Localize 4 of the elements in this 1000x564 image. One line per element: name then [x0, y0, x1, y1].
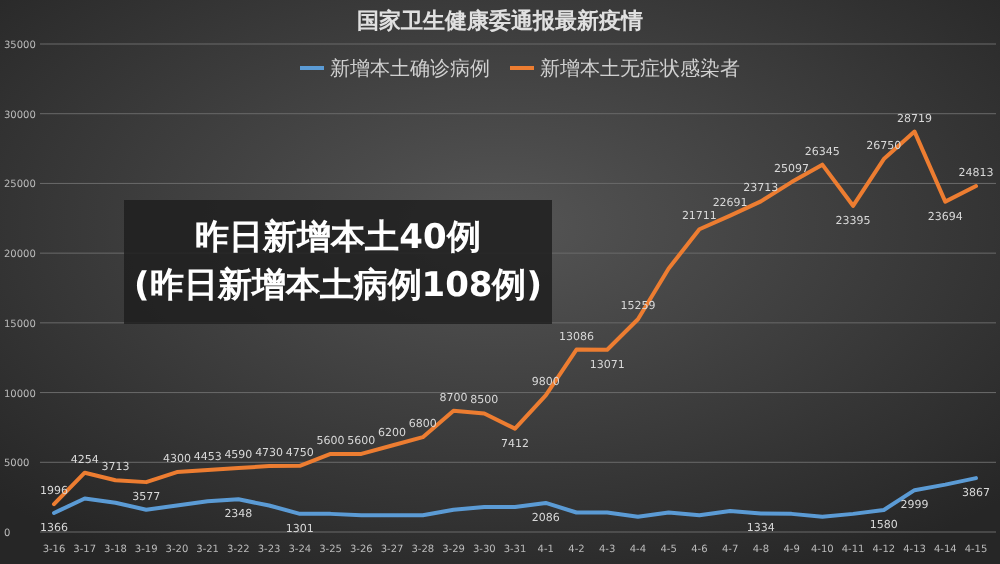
annotation: 昨日新增本土40例(昨日新增本土病例108例) [133, 218, 543, 306]
chart-title: 国家卫生健康委通报最新疫情 [357, 8, 643, 34]
legend-label: 新增本土确诊病例 [330, 57, 490, 81]
legend-label: 新增本土无症状感染者 [540, 57, 740, 81]
